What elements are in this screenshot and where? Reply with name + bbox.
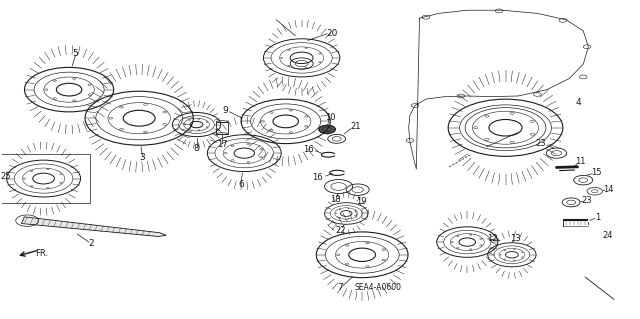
Text: 16: 16 xyxy=(303,145,314,154)
Text: 18: 18 xyxy=(330,195,340,204)
Text: 6: 6 xyxy=(238,180,244,189)
Text: 15: 15 xyxy=(591,168,601,177)
Text: 16: 16 xyxy=(312,173,322,182)
Polygon shape xyxy=(22,217,166,236)
Text: 23: 23 xyxy=(582,196,593,205)
Text: 19: 19 xyxy=(356,197,366,206)
Text: 21: 21 xyxy=(351,122,361,131)
Text: 7: 7 xyxy=(337,283,343,292)
Text: 17: 17 xyxy=(217,140,227,149)
Circle shape xyxy=(319,125,335,133)
Text: 12: 12 xyxy=(488,234,498,243)
Bar xyxy=(0,154,90,203)
Text: 23: 23 xyxy=(535,139,546,148)
Text: 4: 4 xyxy=(576,98,582,107)
Text: 1: 1 xyxy=(595,213,600,222)
Text: 22: 22 xyxy=(336,226,346,234)
Text: 9: 9 xyxy=(222,106,228,115)
Text: 24: 24 xyxy=(602,231,612,240)
Text: 2: 2 xyxy=(88,239,94,248)
Text: SEA4-A0600: SEA4-A0600 xyxy=(355,283,401,292)
Text: 10: 10 xyxy=(325,113,335,122)
Text: 5: 5 xyxy=(72,48,78,58)
Bar xyxy=(216,122,228,134)
Text: 13: 13 xyxy=(509,234,520,243)
Text: FR.: FR. xyxy=(35,249,49,258)
Text: 3: 3 xyxy=(140,153,145,162)
Text: 25: 25 xyxy=(0,173,11,182)
Text: 11: 11 xyxy=(575,157,586,166)
Text: 20: 20 xyxy=(326,29,338,38)
Text: 14: 14 xyxy=(604,185,614,194)
Text: 8: 8 xyxy=(194,144,200,153)
